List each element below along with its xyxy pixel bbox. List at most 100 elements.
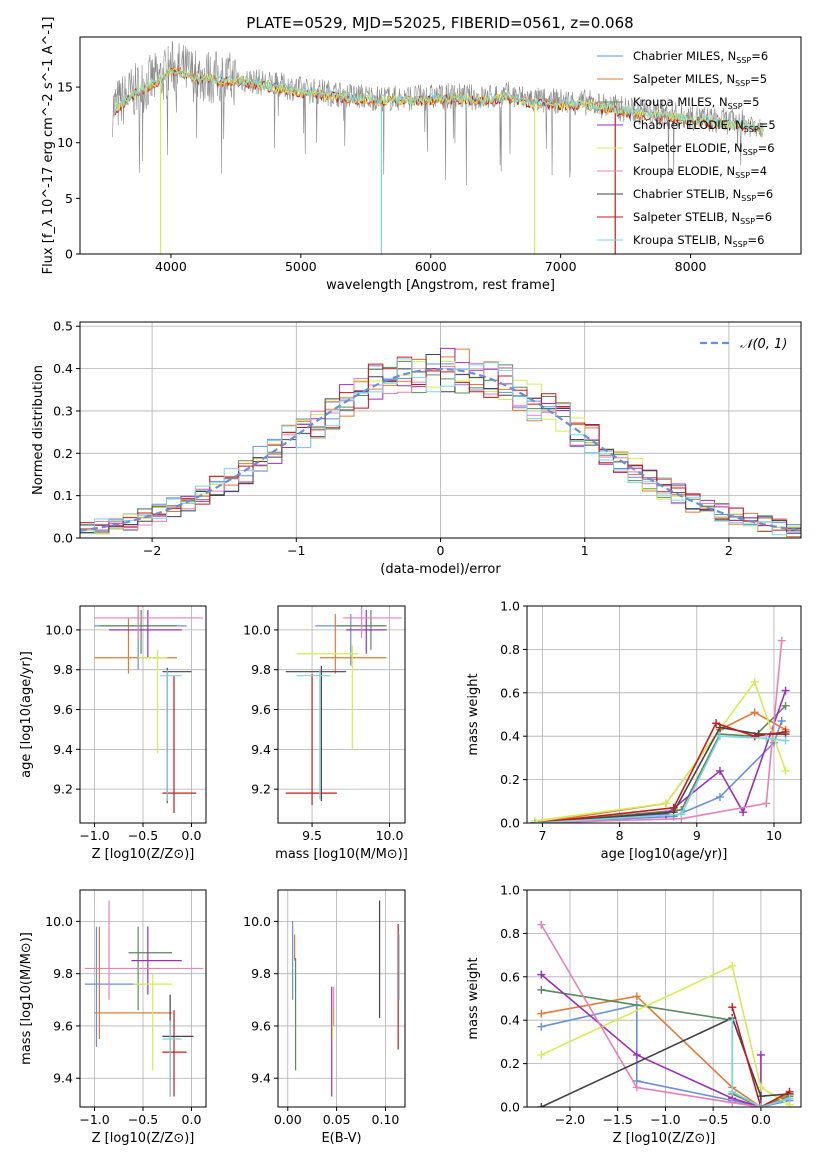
x-tick-label: −0.5	[698, 1112, 728, 1127]
errorbar-point	[162, 1020, 182, 1097]
x-tick-label: −1.0	[650, 1112, 680, 1127]
y-tick-label: 1.0	[500, 883, 520, 898]
y-tick-label: 10.0	[243, 622, 271, 637]
weight-point-marker	[781, 701, 790, 710]
y-tick-label: 9.6	[53, 702, 73, 717]
x-tick-label: −2.0	[555, 1112, 585, 1127]
weight-point-marker	[715, 792, 724, 801]
y-tick-label: 9.8	[53, 966, 73, 981]
z-weight-marks	[537, 920, 794, 1107]
y-tick-label: 10.0	[243, 914, 271, 929]
errorbar-point	[296, 669, 331, 800]
z-mass-xlabel: Z [log10(Z/Z⊙)]	[92, 1131, 195, 1146]
y-tick-label: 0.8	[500, 642, 520, 657]
errorbar-point	[94, 926, 173, 1040]
x-tick-label: 6000	[415, 259, 447, 274]
weight-point-marker	[728, 961, 737, 970]
legend-label: Chabrier STELIB, NSSP=6	[633, 187, 773, 203]
weight-point-marker	[537, 920, 546, 929]
errorbar-point	[343, 606, 402, 638]
x-tick-label: 0.0	[182, 1112, 202, 1127]
x-tick-label: 2	[725, 543, 733, 558]
x-tick-label: 9	[693, 828, 701, 843]
x-tick-label: −0.5	[128, 1112, 158, 1127]
weight-point-marker	[750, 708, 759, 717]
z-age-axes: −1.0 −0.5 0.0 9.2 9.4 9.6 9.8 10.0 Z [log10(Z/Z⊙…	[19, 605, 207, 862]
residual-histogram	[80, 358, 801, 538]
x-tick-label: 10	[766, 828, 782, 843]
residuals-marks	[80, 347, 801, 538]
weight-point-marker	[537, 1050, 546, 1059]
x-tick-label: −0.5	[128, 828, 158, 843]
y-tick-label: 1.0	[500, 599, 520, 614]
plot-frame	[277, 605, 406, 824]
weight-point-marker	[728, 1087, 737, 1096]
legend-label: Salpeter STELIB, NSSP=6	[633, 210, 772, 226]
errorbar-point	[346, 609, 387, 654]
ebv-xlabel: E(B-V)	[321, 1131, 361, 1146]
age-weight-axes: 7 8 9 10 0.0 0.2 0.4 0.6 0.8 1.0 age [log10(age/yr…	[466, 599, 802, 862]
weight-point-marker	[712, 719, 721, 728]
errorbar-point	[162, 994, 194, 1097]
x-tick-label: 7	[538, 828, 546, 843]
plot-frame	[79, 36, 802, 255]
plot-frame	[79, 889, 207, 1108]
z-age-marks	[94, 606, 204, 814]
x-tick-label: 7000	[545, 259, 577, 274]
mass-age-axes: 9.5 10.0 9.2 9.4 9.6 9.8 10.0 mass [log10(M/M⊙)…	[243, 605, 408, 862]
y-tick-label: 9.2	[251, 782, 271, 797]
z-age-xlabel: Z [log10(Z/Z⊙)]	[92, 847, 195, 862]
weight-point-marker	[632, 992, 641, 1001]
errorbar-point	[160, 669, 182, 802]
x-tick-label: −1	[287, 543, 305, 558]
spectrum-axes: 4000 5000 6000 7000 8000 0 5 10 15 wavelength [An…	[41, 17, 802, 293]
errorbar-point	[162, 1010, 187, 1097]
y-tick-label: 0.0	[53, 531, 73, 546]
x-tick-label: −2	[143, 543, 161, 558]
y-tick-label: 0.2	[500, 1056, 520, 1071]
legend-label: 𝒩(0, 1)	[740, 337, 787, 352]
z-weight-ylabel: mass weight	[466, 957, 481, 1039]
x-tick-label: 0.00	[274, 1112, 302, 1127]
errorbar-point	[133, 973, 173, 1071]
spectrum-marks	[112, 40, 764, 254]
mass-age-xlabel: mass [log10(M/M⊙)]	[275, 847, 408, 862]
weight-point-marker	[781, 736, 790, 745]
errorbar-point	[84, 926, 143, 1047]
y-tick-label: 10.0	[45, 622, 73, 637]
y-tick-label: 9.6	[251, 702, 271, 717]
weight-point-marker	[677, 810, 686, 819]
y-tick-label: 10.0	[45, 914, 73, 929]
z-mass-marks	[84, 900, 204, 1097]
weight-point-marker	[715, 732, 724, 741]
ebv-marks	[292, 900, 400, 1097]
y-tick-label: 0.4	[53, 361, 73, 376]
weight-point-marker	[756, 1103, 765, 1107]
weight-series-line	[731, 1006, 790, 1107]
z-mass-ylabel: mass [log10(M/M⊙)]	[19, 932, 34, 1065]
age-weight-xlabel: age [log10(age/yr)]	[601, 847, 728, 862]
x-tick-label: 8000	[675, 259, 707, 274]
residuals-ylabel: Normed distribution	[31, 365, 46, 495]
y-tick-label: 9.8	[251, 966, 271, 981]
errorbar-point	[94, 606, 204, 640]
weight-series-line	[534, 640, 783, 823]
y-tick-label: 9.6	[251, 1018, 271, 1033]
x-tick-label: −1.5	[603, 1112, 633, 1127]
x-tick-label: 0.0	[182, 828, 202, 843]
weight-point-marker	[777, 636, 786, 645]
mass-age-marks	[285, 606, 402, 806]
ebv-axes: 0.00 0.05 0.10 9.4 9.6 9.8 10.0 E(B-V)	[243, 889, 406, 1146]
y-tick-label: 0.4	[500, 1013, 520, 1028]
x-tick-label: 9.5	[302, 828, 322, 843]
residuals-axes: −2 −1 0 1 2 0.0 0.1 0.2 0.3 0.4 0.5 (data-model)/er…	[31, 319, 802, 577]
x-tick-label: 0	[437, 543, 445, 558]
weight-point-marker	[530, 819, 539, 823]
gaussian-curve	[80, 367, 801, 532]
y-tick-label: 0.5	[53, 319, 73, 334]
y-tick-label: 0.3	[53, 403, 73, 418]
z-mass-axes: −1.0 −0.5 0.0 9.4 9.6 9.8 10.0 Z [log10(Z/Z⊙)] m…	[19, 889, 207, 1146]
x-tick-label: 0.10	[372, 1112, 400, 1127]
weight-point-marker	[762, 734, 771, 743]
weight-point-marker	[781, 686, 790, 695]
